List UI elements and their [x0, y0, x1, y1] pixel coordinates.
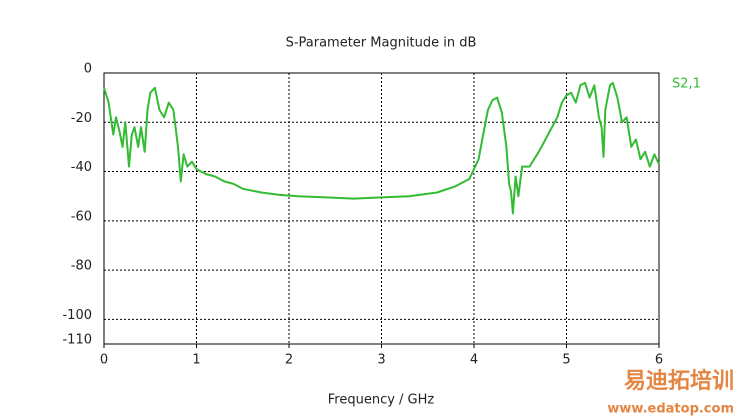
y-tick-label: -20: [71, 111, 92, 126]
x-axis-label: Frequency / GHz: [328, 393, 435, 408]
x-tick-label: 4: [470, 353, 478, 368]
y-tick-label: -60: [71, 209, 92, 224]
legend-entry: S2,1: [672, 77, 701, 92]
y-tick-label: -100: [62, 308, 92, 323]
x-tick-label: 1: [192, 353, 200, 368]
x-tick-label: 2: [285, 353, 293, 368]
watermark-brand: 易迪拓培训: [624, 368, 734, 394]
data-line: [103, 81, 660, 215]
x-tick-label: 0: [100, 353, 108, 368]
watermark-url: www.edatop.com: [607, 402, 734, 417]
x-tick-label: 3: [377, 353, 385, 368]
chart-title: S-Parameter Magnitude in dB: [286, 36, 477, 51]
y-tick-label: 0: [84, 62, 92, 77]
y-tick-label: -110: [62, 333, 92, 348]
y-tick-label: -40: [71, 160, 92, 175]
x-tick-label: 5: [562, 353, 570, 368]
plot-frame: [103, 72, 660, 345]
y-tick-label: -80: [71, 259, 92, 274]
x-tick-label: 6: [655, 353, 663, 368]
